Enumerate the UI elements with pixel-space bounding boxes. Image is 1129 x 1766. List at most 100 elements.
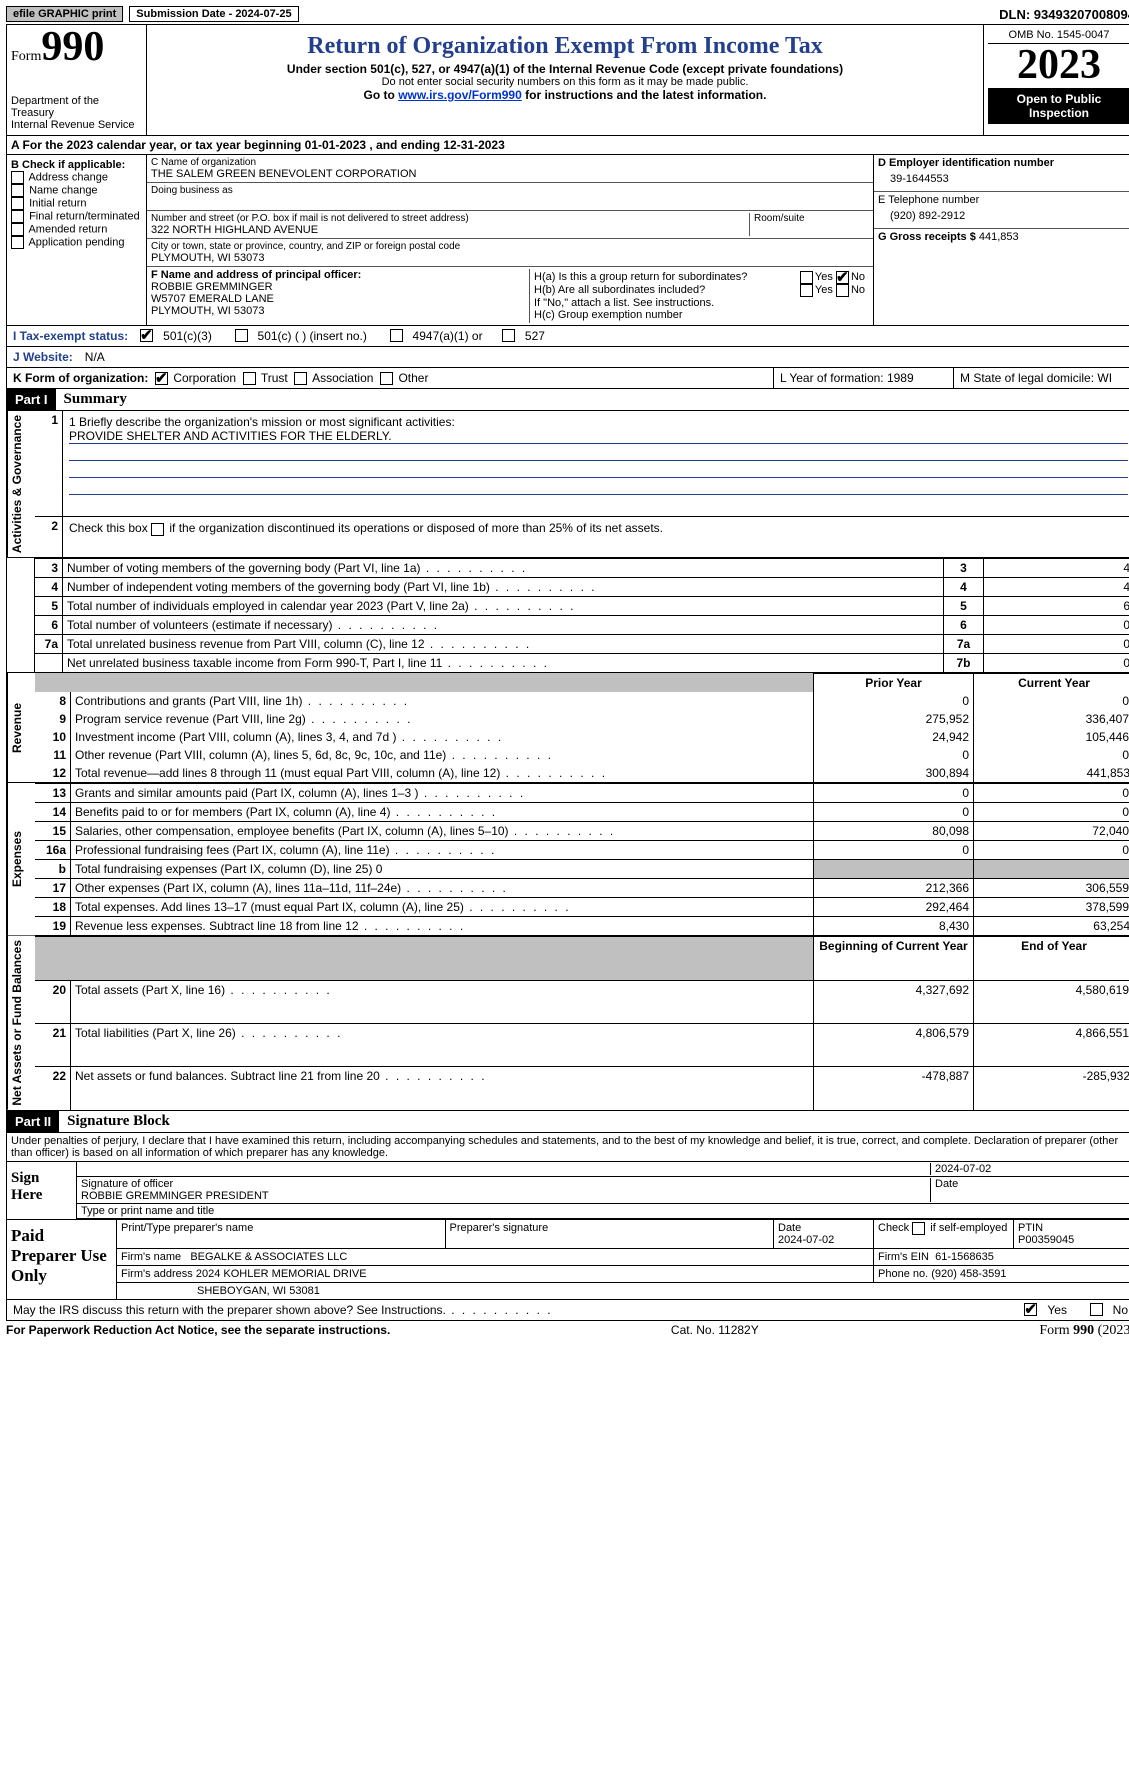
other-checkbox[interactable] — [380, 372, 393, 385]
current-value: 0 — [974, 746, 1129, 764]
ptin-value: P00359045 — [1018, 1234, 1074, 1246]
line-num: 14 — [35, 802, 71, 821]
website-value: N/A — [85, 350, 105, 364]
501c-label: 501(c) ( ) (insert no.) — [258, 329, 367, 343]
ein-value: 39-1644553 — [878, 169, 1129, 189]
q1-label: 1 Briefly describe the organization's mi… — [69, 415, 1128, 429]
4947-checkbox[interactable] — [390, 329, 403, 342]
netassets-block: Net Assets or Fund BalancesBeginning of … — [6, 936, 1129, 1111]
firm-addr-label: Firm's address — [121, 1268, 193, 1280]
yes-label: Yes — [815, 271, 833, 283]
line-value: 0 — [984, 653, 1129, 672]
q2-checkbox[interactable] — [151, 523, 164, 536]
line-text: Total expenses. Add lines 13–17 (must eq… — [71, 897, 814, 916]
b-checkbox[interactable] — [11, 210, 24, 223]
line-text: Total revenue—add lines 8 through 11 (mu… — [71, 764, 814, 782]
assoc-label: Association — [312, 371, 373, 385]
b-item-label: Name change — [29, 184, 98, 196]
line-num: 19 — [35, 916, 71, 935]
prior-value: 0 — [814, 840, 974, 859]
page-footer: For Paperwork Reduction Act Notice, see … — [6, 1321, 1129, 1339]
line-num: 5 — [35, 596, 63, 615]
ha-yes-checkbox[interactable] — [800, 271, 813, 284]
line-text: Professional fundraising fees (Part IX, … — [71, 840, 814, 859]
sig-date: 2024-07-02 — [930, 1163, 1129, 1175]
line-text: Total liabilities (Part X, line 26) — [71, 1023, 814, 1066]
b-checkbox[interactable] — [11, 184, 24, 197]
hb-yes-checkbox[interactable] — [800, 284, 813, 297]
part2-badge: Part II — [7, 1111, 59, 1132]
p-date-label: Date — [778, 1222, 801, 1234]
firm-ein-label: Firm's EIN — [878, 1251, 929, 1263]
discuss-yes-checkbox[interactable] — [1024, 1303, 1037, 1316]
corp-checkbox[interactable] — [155, 372, 168, 385]
hc-label: H(c) Group exemption number — [534, 309, 865, 321]
b-checkbox[interactable] — [11, 223, 24, 236]
b-checkbox[interactable] — [11, 236, 24, 249]
527-label: 527 — [525, 329, 545, 343]
efile-print-button[interactable]: efile GRAPHIC print — [6, 6, 123, 22]
current-value: 336,407 — [974, 710, 1129, 728]
current-value: 0 — [974, 840, 1129, 859]
527-checkbox[interactable] — [502, 329, 515, 342]
sig-type-label: Type or print name and title — [77, 1204, 1129, 1219]
part1-badge: Part I — [7, 389, 56, 410]
form-word: Form — [11, 49, 41, 64]
line-num: 3 — [35, 558, 63, 577]
form-subtitle: Under section 501(c), 527, or 4947(a)(1)… — [151, 62, 979, 76]
dept-label: Department of the Treasury Internal Reve… — [11, 95, 142, 131]
line-text: Revenue less expenses. Subtract line 18 … — [71, 916, 814, 935]
self-employed-checkbox[interactable] — [912, 1222, 925, 1235]
prior-value: 8,430 — [814, 916, 974, 935]
line-key: 7a — [944, 634, 984, 653]
line-num: 20 — [35, 980, 71, 1023]
line-text: Total unrelated business revenue from Pa… — [63, 634, 944, 653]
prior-value: 4,327,692 — [814, 980, 974, 1023]
501c-checkbox[interactable] — [235, 329, 248, 342]
ha-no-checkbox[interactable] — [836, 271, 849, 284]
row-a-tax-year: A For the 2023 calendar year, or tax yea… — [6, 136, 1129, 155]
firm-phone-label: Phone no. — [878, 1268, 928, 1280]
mission-text: PROVIDE SHELTER AND ACTIVITIES FOR THE E… — [69, 429, 1128, 444]
line-key: 7b — [944, 653, 984, 672]
open-inspection-badge: Open to Public Inspection — [988, 88, 1129, 124]
line-text: Total assets (Part X, line 16) — [71, 980, 814, 1023]
tax-year: 2023 — [988, 44, 1129, 86]
mission-block: Activities & Governance 1 1 Briefly desc… — [6, 411, 1129, 558]
dba-label: Doing business as — [151, 185, 869, 196]
city-value: PLYMOUTH, WI 53073 — [151, 252, 869, 264]
line-num: 8 — [35, 692, 71, 710]
line-num: 17 — [35, 878, 71, 897]
b-checkbox[interactable] — [11, 171, 24, 184]
yes-label: Yes — [815, 284, 833, 296]
line-num: 18 — [35, 897, 71, 916]
perjury-text: Under penalties of perjury, I declare th… — [6, 1133, 1129, 1162]
b-checkbox[interactable] — [11, 197, 24, 210]
prior-value: 0 — [814, 692, 974, 710]
4947-label: 4947(a)(1) or — [413, 329, 483, 343]
discuss-no-checkbox[interactable] — [1090, 1303, 1103, 1316]
prior-value: -478,887 — [814, 1066, 974, 1109]
yes-label: Yes — [1047, 1303, 1067, 1317]
hb-no-checkbox[interactable] — [836, 284, 849, 297]
prior-value: 0 — [814, 746, 974, 764]
q2-text-post: if the organization discontinued its ope… — [169, 521, 663, 535]
line-num: 21 — [35, 1023, 71, 1066]
goto-post: for instructions and the latest informat… — [522, 88, 767, 102]
501c3-checkbox[interactable] — [140, 329, 153, 342]
officer-name: ROBBIE GREMMINGER — [151, 281, 529, 293]
current-value: 4,866,551 — [974, 1023, 1129, 1066]
firm-addr2: SHEBOYGAN, WI 53081 — [117, 1283, 1129, 1299]
trust-checkbox[interactable] — [243, 372, 256, 385]
l-formation: L Year of formation: 1989 — [774, 368, 954, 388]
prior-value: 292,464 — [814, 897, 974, 916]
assoc-checkbox[interactable] — [294, 372, 307, 385]
line-i: I Tax-exempt status: 501(c)(3) 501(c) ( … — [6, 326, 1129, 347]
line-j: J Website: N/A — [6, 347, 1129, 368]
current-value: 72,040 — [974, 821, 1129, 840]
paid-preparer-label: Paid Preparer Use Only — [7, 1220, 117, 1299]
form990-link[interactable]: www.irs.gov/Form990 — [398, 88, 522, 102]
current-value: 105,446 — [974, 728, 1129, 746]
line-num: 15 — [35, 821, 71, 840]
line-num: b — [35, 859, 71, 878]
